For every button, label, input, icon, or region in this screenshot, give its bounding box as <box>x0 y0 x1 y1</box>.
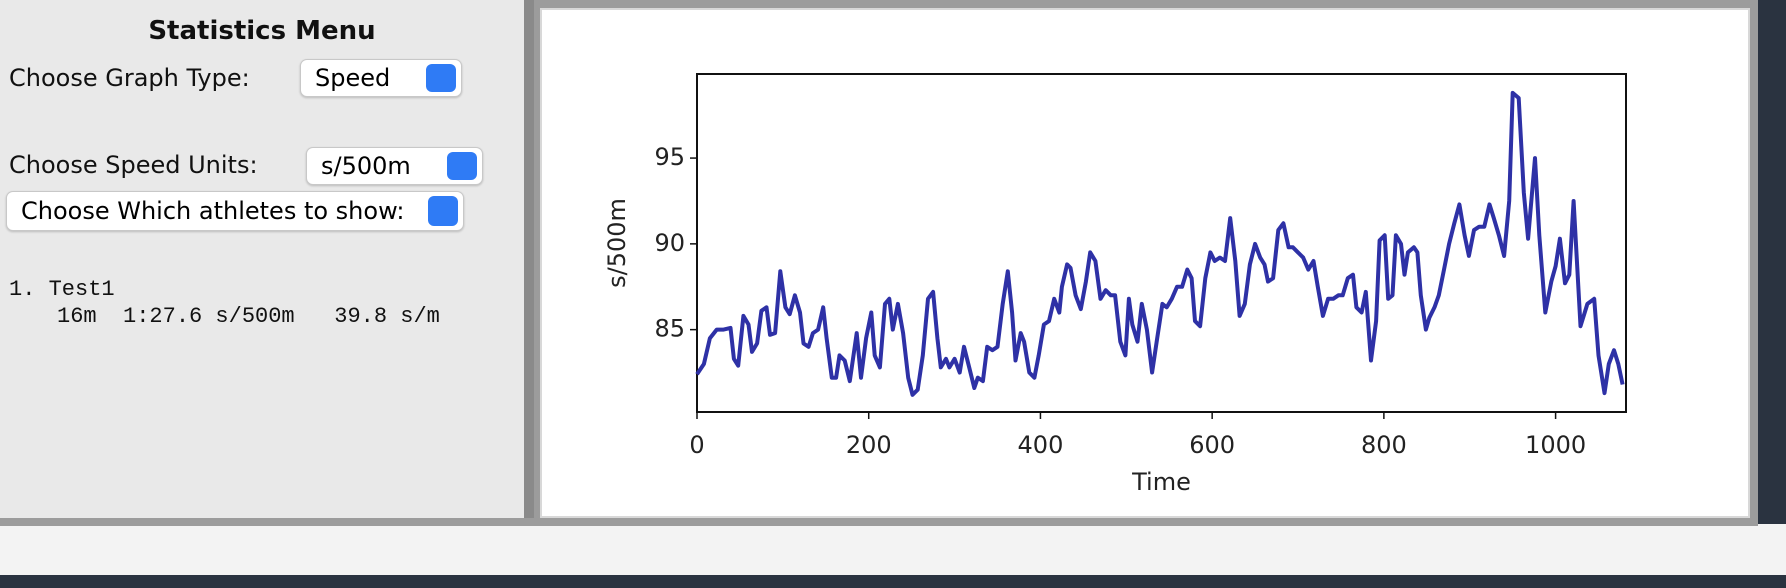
athletes-select[interactable]: Choose Which athletes to show: <box>6 191 464 231</box>
y-axis-label: s/500m <box>603 198 631 288</box>
status-strip <box>0 524 1786 575</box>
y-tick-label: 90 <box>654 229 685 257</box>
graph-type-value: Speed <box>315 64 391 92</box>
x-tick-label: 200 <box>846 431 892 459</box>
units-label: Choose Speed Units: <box>9 151 258 179</box>
athlete-stats: 16m 1:27.6 s/500m 39.8 s/m <box>57 304 440 329</box>
menu-panel: Statistics Menu Choose Graph Type: Speed… <box>0 0 524 518</box>
menu-title: Statistics Menu <box>148 16 376 46</box>
select-arrows <box>428 196 458 226</box>
graph-type-label: Choose Graph Type: <box>9 64 250 92</box>
athletes-select-label: Choose Which athletes to show: <box>21 197 405 225</box>
x-tick-label: 0 <box>689 431 704 459</box>
y-tick-label: 95 <box>654 143 685 171</box>
select-arrows <box>426 64 456 92</box>
graph-type-select[interactable]: Speed <box>300 59 462 97</box>
divider <box>524 0 534 518</box>
units-select[interactable]: s/500m <box>306 147 483 185</box>
x-axis-label: Time <box>1131 468 1191 496</box>
x-tick-label: 1000 <box>1525 431 1586 459</box>
select-arrows <box>447 152 477 180</box>
y-tick-label: 85 <box>654 315 685 343</box>
units-value: s/500m <box>321 152 411 180</box>
plot-area <box>696 73 1627 413</box>
x-tick-label: 800 <box>1361 431 1407 459</box>
data-line <box>695 90 1625 397</box>
x-tick-label: 400 <box>1018 431 1064 459</box>
athlete-line: 1. Test1 <box>9 277 115 302</box>
x-tick-label: 600 <box>1189 431 1235 459</box>
